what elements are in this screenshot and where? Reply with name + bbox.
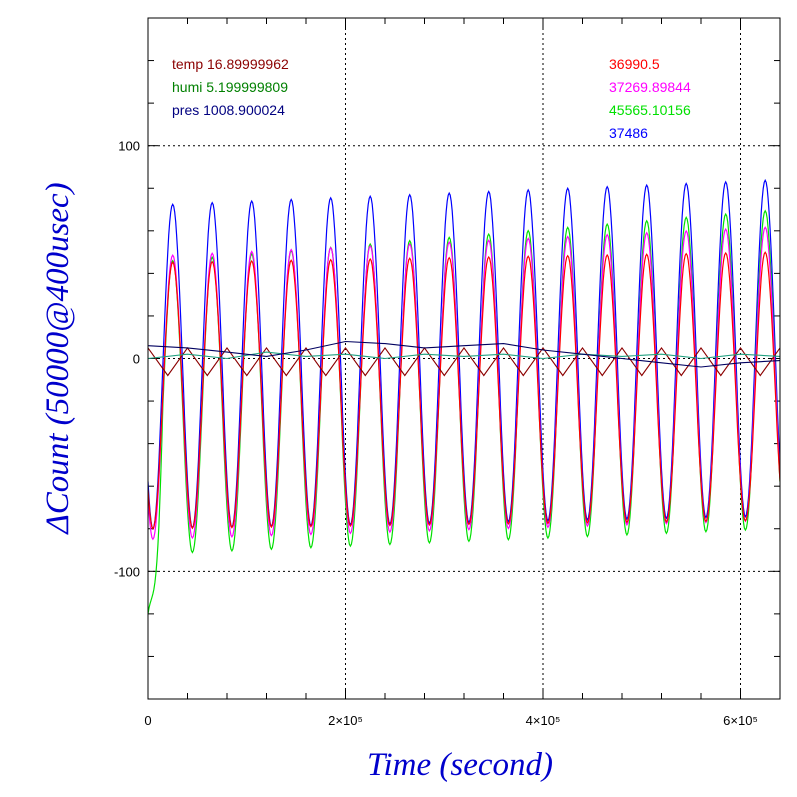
series-line-temp bbox=[148, 346, 780, 377]
legend-entry-env: humi 5.199999809 bbox=[172, 79, 288, 95]
legend-entry-series: 45565.10156 bbox=[609, 102, 691, 118]
y-tick-label: 100 bbox=[118, 139, 140, 154]
series-group bbox=[148, 178, 780, 615]
x-tick-label: 0 bbox=[144, 713, 151, 728]
x-tick-label: 6×10⁵ bbox=[723, 713, 758, 728]
tick-labels: 0 2×10⁵ 4×10⁵ 6×10⁵ 100 0 -100 bbox=[114, 139, 758, 728]
legend-entry-env: pres 1008.900024 bbox=[172, 102, 285, 118]
series-line bbox=[148, 251, 780, 530]
series-line-pres bbox=[148, 340, 780, 368]
legend-entry-series: 37269.89844 bbox=[609, 79, 691, 95]
y-tick-label: 0 bbox=[133, 352, 140, 367]
legends: temp 16.89999962 humi 5.199999809 pres 100… bbox=[172, 56, 691, 141]
y-tick-label: -100 bbox=[114, 564, 140, 579]
x-tick-label: 4×10⁵ bbox=[526, 713, 561, 728]
series-line bbox=[148, 178, 780, 531]
x-axis-label: Time (second) bbox=[367, 747, 553, 783]
y-axis-label: ΔCount (50000@400usec) bbox=[40, 182, 76, 535]
legend-entry-series: 37486 bbox=[609, 125, 648, 141]
x-tick-label: 2×10⁵ bbox=[328, 713, 363, 728]
legend-entry-env: temp 16.89999962 bbox=[172, 56, 289, 72]
plot-frame bbox=[147, 17, 781, 700]
legend-entry-series: 36990.5 bbox=[609, 56, 660, 72]
series-line-humi bbox=[148, 351, 780, 360]
